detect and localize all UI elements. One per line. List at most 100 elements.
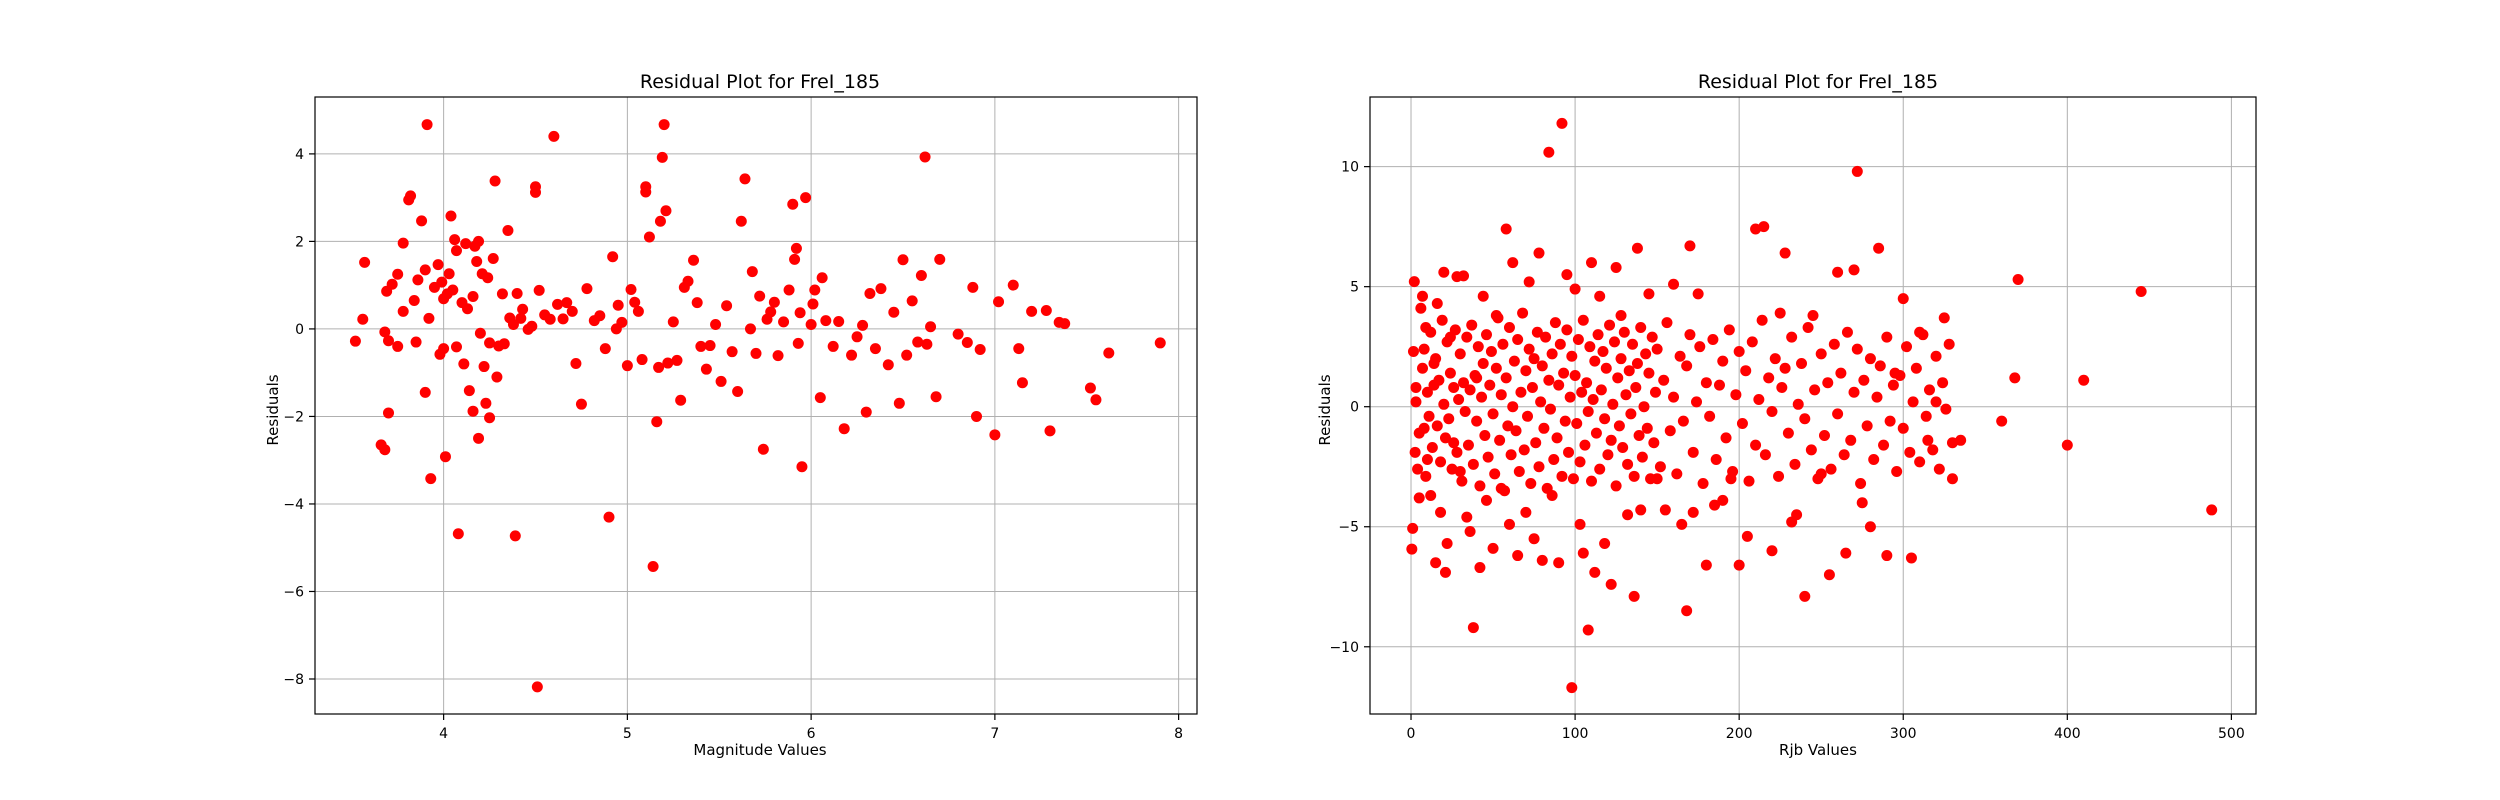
data-point bbox=[1438, 266, 1450, 278]
data-point bbox=[974, 343, 986, 355]
data-point bbox=[794, 307, 806, 319]
data-point bbox=[1845, 434, 1857, 446]
data-point bbox=[695, 340, 707, 352]
data-point bbox=[1599, 413, 1611, 425]
data-point bbox=[1438, 398, 1450, 410]
grid bbox=[315, 97, 1197, 714]
data-point bbox=[1687, 446, 1699, 458]
ticks: 0 100 200 300 400 500 −10 −5 0 5 10 bbox=[1329, 160, 2244, 742]
data-point bbox=[1599, 538, 1611, 550]
data-point bbox=[1084, 382, 1096, 394]
y-tick-label: 2 bbox=[295, 234, 304, 250]
data-point bbox=[726, 346, 738, 358]
data-point bbox=[1512, 550, 1524, 562]
data-point bbox=[1861, 420, 1873, 432]
data-point bbox=[869, 343, 881, 355]
data-point bbox=[1462, 439, 1474, 451]
data-point bbox=[1823, 569, 1835, 581]
data-point bbox=[1577, 547, 1589, 559]
data-point bbox=[919, 151, 931, 163]
y-tick-label: −5 bbox=[1338, 520, 1359, 536]
data-point bbox=[1589, 355, 1601, 367]
data-point bbox=[397, 305, 409, 317]
data-point bbox=[1740, 365, 1752, 377]
data-point bbox=[548, 130, 560, 142]
data-point bbox=[1569, 283, 1581, 295]
data-point bbox=[438, 343, 450, 355]
data-point bbox=[1943, 338, 1955, 350]
data-point bbox=[1750, 439, 1762, 451]
data-point bbox=[1638, 401, 1650, 413]
data-point bbox=[934, 253, 946, 265]
data-point bbox=[1525, 478, 1537, 490]
data-point bbox=[1443, 413, 1455, 425]
x-tick-label: 5 bbox=[623, 726, 632, 742]
data-point bbox=[1841, 326, 1853, 338]
data-point bbox=[1881, 331, 1893, 343]
data-point bbox=[1874, 360, 1886, 372]
data-point bbox=[496, 288, 508, 300]
data-point bbox=[1782, 427, 1794, 439]
data-point bbox=[1622, 509, 1634, 521]
data-point bbox=[1512, 333, 1524, 345]
data-point bbox=[1584, 341, 1596, 353]
x-tick-label: 500 bbox=[2218, 726, 2245, 742]
data-point bbox=[1412, 463, 1424, 475]
data-point bbox=[1590, 427, 1602, 439]
x-axis-label: Rjb Values bbox=[1779, 741, 1857, 759]
data-point bbox=[925, 321, 937, 333]
data-point bbox=[1040, 305, 1052, 317]
data-point bbox=[1743, 475, 1755, 487]
data-point bbox=[1574, 456, 1586, 468]
data-point bbox=[1802, 321, 1814, 333]
data-point bbox=[1435, 506, 1447, 518]
data-point bbox=[1418, 343, 1430, 355]
data-point bbox=[1691, 396, 1703, 408]
data-point bbox=[1855, 478, 1867, 490]
data-point bbox=[445, 210, 457, 222]
data-point bbox=[1461, 331, 1473, 343]
data-point bbox=[1430, 353, 1442, 365]
x-tick-label: 8 bbox=[1174, 726, 1183, 742]
data-point bbox=[1649, 386, 1661, 398]
data-point bbox=[487, 252, 499, 264]
data-point bbox=[1907, 396, 1919, 408]
data-point bbox=[1769, 353, 1781, 365]
data-point bbox=[1407, 522, 1419, 534]
data-point bbox=[1563, 446, 1575, 458]
data-point bbox=[660, 205, 672, 217]
data-point bbox=[1544, 403, 1556, 415]
data-point bbox=[1571, 418, 1583, 430]
data-point bbox=[1933, 463, 1945, 475]
data-point bbox=[901, 349, 913, 361]
x-tick-label: 6 bbox=[807, 726, 816, 742]
data-point bbox=[1482, 451, 1494, 463]
data-point bbox=[1421, 386, 1433, 398]
data-point bbox=[1513, 466, 1525, 478]
data-point bbox=[1828, 338, 1840, 350]
data-point bbox=[357, 313, 369, 325]
data-point bbox=[1710, 454, 1722, 466]
data-point bbox=[1812, 473, 1824, 485]
data-point bbox=[1631, 242, 1643, 254]
data-point bbox=[1536, 360, 1548, 372]
data-point bbox=[1741, 530, 1753, 542]
data-point bbox=[1697, 478, 1709, 490]
data-point bbox=[1518, 444, 1530, 456]
data-point bbox=[1864, 353, 1876, 365]
data-point bbox=[1059, 318, 1071, 330]
data-point bbox=[921, 338, 933, 350]
data-point bbox=[1466, 319, 1478, 331]
data-point bbox=[1878, 439, 1890, 451]
data-point bbox=[765, 306, 777, 318]
data-point bbox=[599, 343, 611, 355]
data-point bbox=[1604, 319, 1616, 331]
data-point bbox=[1520, 365, 1532, 377]
data-point bbox=[1502, 420, 1514, 432]
data-point bbox=[1541, 482, 1553, 494]
data-point bbox=[1594, 290, 1606, 302]
data-point bbox=[491, 371, 503, 383]
data-point bbox=[1700, 377, 1712, 389]
data-point bbox=[816, 272, 828, 284]
data-point bbox=[1543, 374, 1555, 386]
